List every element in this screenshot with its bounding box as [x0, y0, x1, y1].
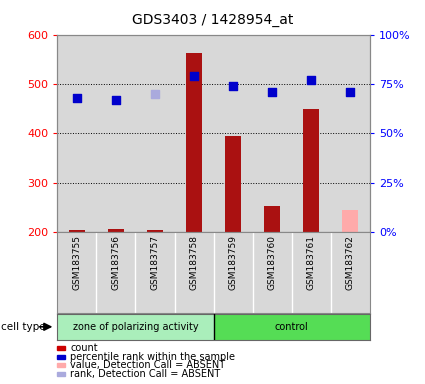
Bar	[96, 35, 136, 232]
Bar	[69, 230, 85, 232]
Bar	[175, 232, 213, 313]
Bar	[96, 232, 136, 313]
Text: cell type: cell type	[1, 322, 45, 332]
Text: GSM183755: GSM183755	[72, 235, 82, 290]
Text: GSM183759: GSM183759	[229, 235, 238, 290]
Bar	[213, 314, 370, 340]
Bar	[225, 136, 241, 232]
Point	[191, 73, 198, 79]
Bar	[292, 232, 331, 313]
Bar	[136, 35, 175, 232]
Bar	[331, 232, 370, 313]
Bar	[213, 35, 252, 232]
Text: GSM183756: GSM183756	[111, 235, 120, 290]
Bar	[252, 232, 292, 313]
Text: GSM183762: GSM183762	[346, 235, 355, 290]
Bar	[57, 35, 96, 232]
Bar	[264, 206, 280, 232]
Text: percentile rank within the sample: percentile rank within the sample	[70, 352, 235, 362]
Text: control: control	[275, 322, 309, 332]
Bar	[303, 109, 319, 232]
Text: value, Detection Call = ABSENT: value, Detection Call = ABSENT	[70, 360, 225, 370]
Text: GSM183761: GSM183761	[307, 235, 316, 290]
Bar	[331, 35, 370, 232]
Text: GSM183757: GSM183757	[150, 235, 159, 290]
Point	[269, 89, 275, 95]
Bar	[108, 229, 124, 232]
Point	[113, 97, 119, 103]
Bar	[252, 35, 292, 232]
Bar	[57, 314, 213, 340]
Text: zone of polarizing activity: zone of polarizing activity	[73, 322, 198, 332]
Text: GDS3403 / 1428954_at: GDS3403 / 1428954_at	[132, 13, 293, 27]
Text: count: count	[70, 343, 98, 353]
Bar	[175, 35, 213, 232]
Point	[308, 77, 314, 83]
Bar	[57, 232, 96, 313]
Bar	[343, 210, 358, 232]
Point	[74, 95, 80, 101]
Point	[347, 89, 354, 95]
Bar	[292, 35, 331, 232]
Point	[152, 91, 159, 97]
Bar	[147, 230, 163, 232]
Text: rank, Detection Call = ABSENT: rank, Detection Call = ABSENT	[70, 369, 221, 379]
Text: GSM183760: GSM183760	[268, 235, 277, 290]
Bar	[136, 232, 175, 313]
Text: GSM183758: GSM183758	[190, 235, 198, 290]
Bar	[213, 232, 252, 313]
Bar	[186, 53, 202, 232]
Point	[230, 83, 236, 89]
